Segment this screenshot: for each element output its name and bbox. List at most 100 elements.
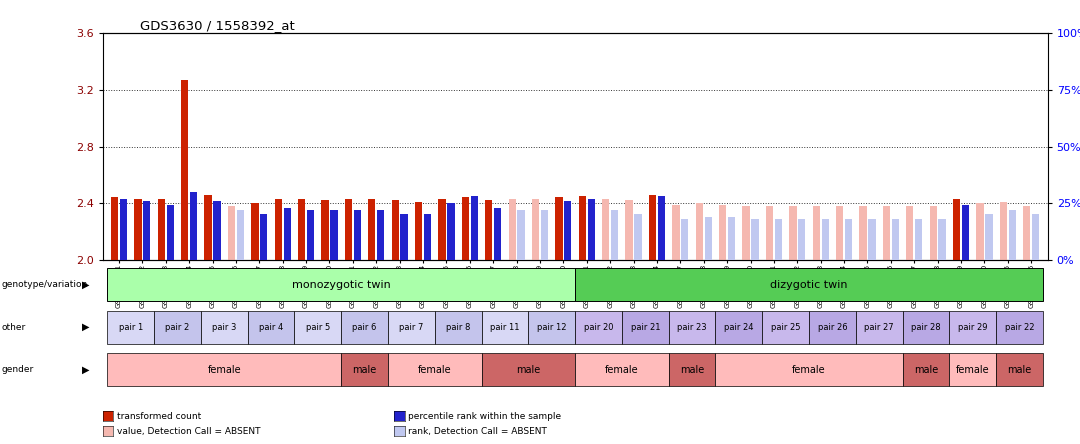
Text: male: male (352, 365, 377, 375)
Text: genotype/variation: genotype/variation (1, 280, 87, 289)
Bar (353, 210, 361, 260)
Bar (1023, 206, 1030, 260)
Text: other: other (1, 323, 25, 332)
Bar (579, 196, 586, 260)
Bar (915, 219, 922, 260)
Bar (715, 311, 762, 344)
Bar (166, 206, 174, 260)
Text: pair 29: pair 29 (958, 323, 987, 332)
Text: pair 5: pair 5 (306, 323, 329, 332)
Bar (575, 353, 669, 386)
Bar (494, 208, 501, 260)
Text: dizygotic twin: dizygotic twin (770, 280, 848, 289)
Bar (1000, 202, 1007, 260)
Bar (260, 214, 268, 260)
Bar (728, 217, 735, 260)
Bar (415, 202, 422, 260)
Bar (575, 268, 1043, 301)
Bar (228, 206, 235, 260)
Text: ▶: ▶ (82, 365, 90, 375)
Bar (341, 353, 388, 386)
Bar (330, 210, 338, 260)
Bar (120, 198, 127, 260)
Bar (669, 353, 715, 386)
Bar (822, 219, 828, 260)
Bar (388, 353, 482, 386)
Bar (274, 199, 282, 260)
Bar (939, 219, 946, 260)
Bar (752, 219, 758, 260)
Bar (715, 353, 903, 386)
Bar (868, 219, 876, 260)
Bar (482, 311, 528, 344)
Bar (341, 311, 388, 344)
Bar (252, 203, 258, 260)
Bar (976, 203, 984, 260)
Text: female: female (207, 365, 241, 375)
Bar (766, 206, 773, 260)
Bar (564, 201, 571, 260)
Bar (906, 206, 914, 260)
Bar (996, 353, 1043, 386)
Bar (855, 311, 903, 344)
Bar (953, 199, 960, 260)
Bar (985, 214, 993, 260)
Bar (809, 311, 855, 344)
Bar (134, 199, 141, 260)
Bar (634, 214, 642, 260)
Bar (401, 214, 408, 260)
Bar (107, 268, 575, 301)
Text: pair 25: pair 25 (771, 323, 800, 332)
Bar (812, 206, 820, 260)
Text: pair 22: pair 22 (1004, 323, 1035, 332)
Text: male: male (914, 365, 939, 375)
Bar (295, 311, 341, 344)
Text: pair 28: pair 28 (912, 323, 941, 332)
Text: pair 11: pair 11 (490, 323, 519, 332)
Bar (517, 210, 525, 260)
Bar (625, 200, 633, 260)
Bar (462, 198, 469, 260)
Bar (388, 311, 435, 344)
Bar (704, 217, 712, 260)
Text: female: female (605, 365, 638, 375)
Bar (471, 196, 478, 260)
Bar (190, 192, 198, 260)
Text: pair 23: pair 23 (677, 323, 707, 332)
Text: pair 21: pair 21 (631, 323, 660, 332)
Text: pair 1: pair 1 (119, 323, 143, 332)
Text: pair 6: pair 6 (352, 323, 377, 332)
Bar (798, 219, 806, 260)
Bar (438, 199, 446, 260)
Bar (181, 80, 188, 260)
Bar (672, 205, 679, 260)
Bar (658, 196, 665, 260)
Bar (669, 311, 715, 344)
Text: male: male (1008, 365, 1031, 375)
Text: pair 3: pair 3 (212, 323, 237, 332)
Bar (882, 206, 890, 260)
Bar (903, 353, 949, 386)
Bar (201, 311, 247, 344)
Bar (345, 199, 352, 260)
Bar (622, 311, 669, 344)
Bar (903, 311, 949, 344)
Bar (298, 199, 306, 260)
Text: pair 26: pair 26 (818, 323, 847, 332)
Bar (541, 210, 549, 260)
Bar (789, 206, 797, 260)
Bar (368, 199, 376, 260)
Text: pair 2: pair 2 (165, 323, 190, 332)
Bar (107, 353, 341, 386)
Bar (307, 210, 314, 260)
Bar (575, 311, 622, 344)
Text: ▶: ▶ (82, 322, 90, 332)
Bar (892, 219, 899, 260)
Text: GDS3630 / 1558392_at: GDS3630 / 1558392_at (140, 19, 295, 32)
Bar (247, 311, 295, 344)
Bar (154, 311, 201, 344)
Bar (435, 311, 482, 344)
Bar (949, 311, 996, 344)
Bar (962, 206, 969, 260)
Bar (214, 201, 220, 260)
